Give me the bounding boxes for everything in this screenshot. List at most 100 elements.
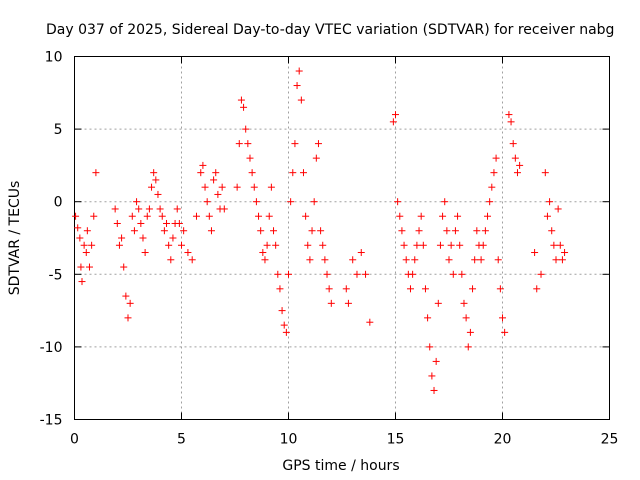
data-point — [291, 140, 299, 148]
data-point — [120, 263, 128, 271]
data-point — [531, 249, 539, 257]
data-point — [126, 299, 134, 307]
data-point — [424, 314, 432, 322]
data-point — [72, 212, 80, 220]
data-point — [242, 125, 250, 133]
data-point — [460, 299, 468, 307]
data-point — [295, 67, 303, 75]
data-point — [261, 256, 269, 264]
data-point — [552, 256, 560, 264]
data-point — [197, 169, 205, 177]
data-point — [250, 183, 258, 191]
data-point — [443, 227, 451, 235]
data-point — [362, 270, 370, 278]
data-point — [158, 212, 166, 220]
y-tick-label: -5 — [49, 267, 63, 283]
data-point — [533, 285, 541, 293]
data-point — [396, 212, 404, 220]
data-point — [163, 219, 171, 227]
data-point — [501, 328, 509, 336]
data-point — [90, 212, 98, 220]
data-point — [319, 241, 327, 249]
x-tick-labels: 0 5 10 15 20 25 — [70, 432, 618, 448]
data-point — [389, 118, 397, 126]
data-point — [469, 285, 477, 293]
data-point — [80, 241, 88, 249]
data-point — [122, 292, 130, 300]
data-point — [308, 227, 316, 235]
data-point — [184, 249, 192, 257]
x-tick-label: 10 — [280, 432, 298, 448]
y-tick-label: -15 — [40, 413, 63, 429]
data-point — [188, 256, 196, 264]
y-tick-label: 5 — [54, 122, 63, 138]
data-points — [72, 67, 569, 394]
y-tick-labels: -15 -10 -5 0 5 10 — [40, 50, 63, 429]
data-point — [83, 227, 91, 235]
data-point — [267, 183, 275, 191]
data-point — [556, 241, 564, 249]
data-point — [252, 198, 260, 206]
data-point — [263, 241, 271, 249]
data-point — [484, 212, 492, 220]
data-point — [214, 190, 222, 198]
data-point — [494, 256, 502, 264]
data-point — [175, 219, 183, 227]
data-point — [233, 183, 241, 191]
data-point — [516, 161, 524, 169]
data-point — [169, 234, 177, 242]
data-point — [141, 249, 149, 257]
data-point — [462, 314, 470, 322]
data-point — [160, 227, 168, 235]
data-point — [299, 169, 307, 177]
chart-title: Day 037 of 2025, Sidereal Day-to-day VTE… — [46, 22, 614, 38]
data-point — [115, 241, 123, 249]
data-point — [419, 241, 427, 249]
data-point — [321, 256, 329, 264]
data-point — [417, 212, 425, 220]
data-point — [513, 169, 521, 177]
data-point — [511, 154, 519, 162]
data-point — [466, 328, 474, 336]
data-point — [415, 227, 423, 235]
data-point — [314, 140, 322, 148]
x-axis-title: GPS time / hours — [282, 458, 399, 474]
y-tick-label: -10 — [40, 340, 63, 356]
data-point — [432, 357, 440, 365]
data-point — [458, 270, 466, 278]
x-tick-label: 0 — [70, 432, 79, 448]
data-point — [111, 205, 119, 213]
data-point — [78, 278, 86, 286]
data-point — [218, 183, 226, 191]
data-point — [473, 227, 481, 235]
data-point — [357, 249, 365, 257]
data-point — [130, 227, 138, 235]
data-point — [546, 198, 554, 206]
data-point — [481, 227, 489, 235]
data-point — [154, 190, 162, 198]
data-point — [310, 198, 318, 206]
data-point — [548, 227, 556, 235]
data-point — [492, 154, 500, 162]
data-point — [323, 270, 331, 278]
data-point — [488, 183, 496, 191]
data-point — [113, 219, 121, 227]
data-point — [436, 241, 444, 249]
data-point — [255, 212, 263, 220]
data-point — [173, 205, 181, 213]
data-point — [456, 241, 464, 249]
data-point — [434, 299, 442, 307]
data-point — [276, 285, 284, 293]
data-point — [537, 270, 545, 278]
data-point — [139, 234, 147, 242]
data-point — [278, 307, 286, 315]
data-point — [210, 176, 218, 184]
data-point — [451, 227, 459, 235]
x-tick-label: 15 — [387, 432, 405, 448]
data-point — [509, 140, 517, 148]
data-point — [118, 234, 126, 242]
data-point — [265, 212, 273, 220]
data-point — [167, 256, 175, 264]
x-tick-label: 5 — [177, 432, 186, 448]
data-point — [192, 212, 200, 220]
